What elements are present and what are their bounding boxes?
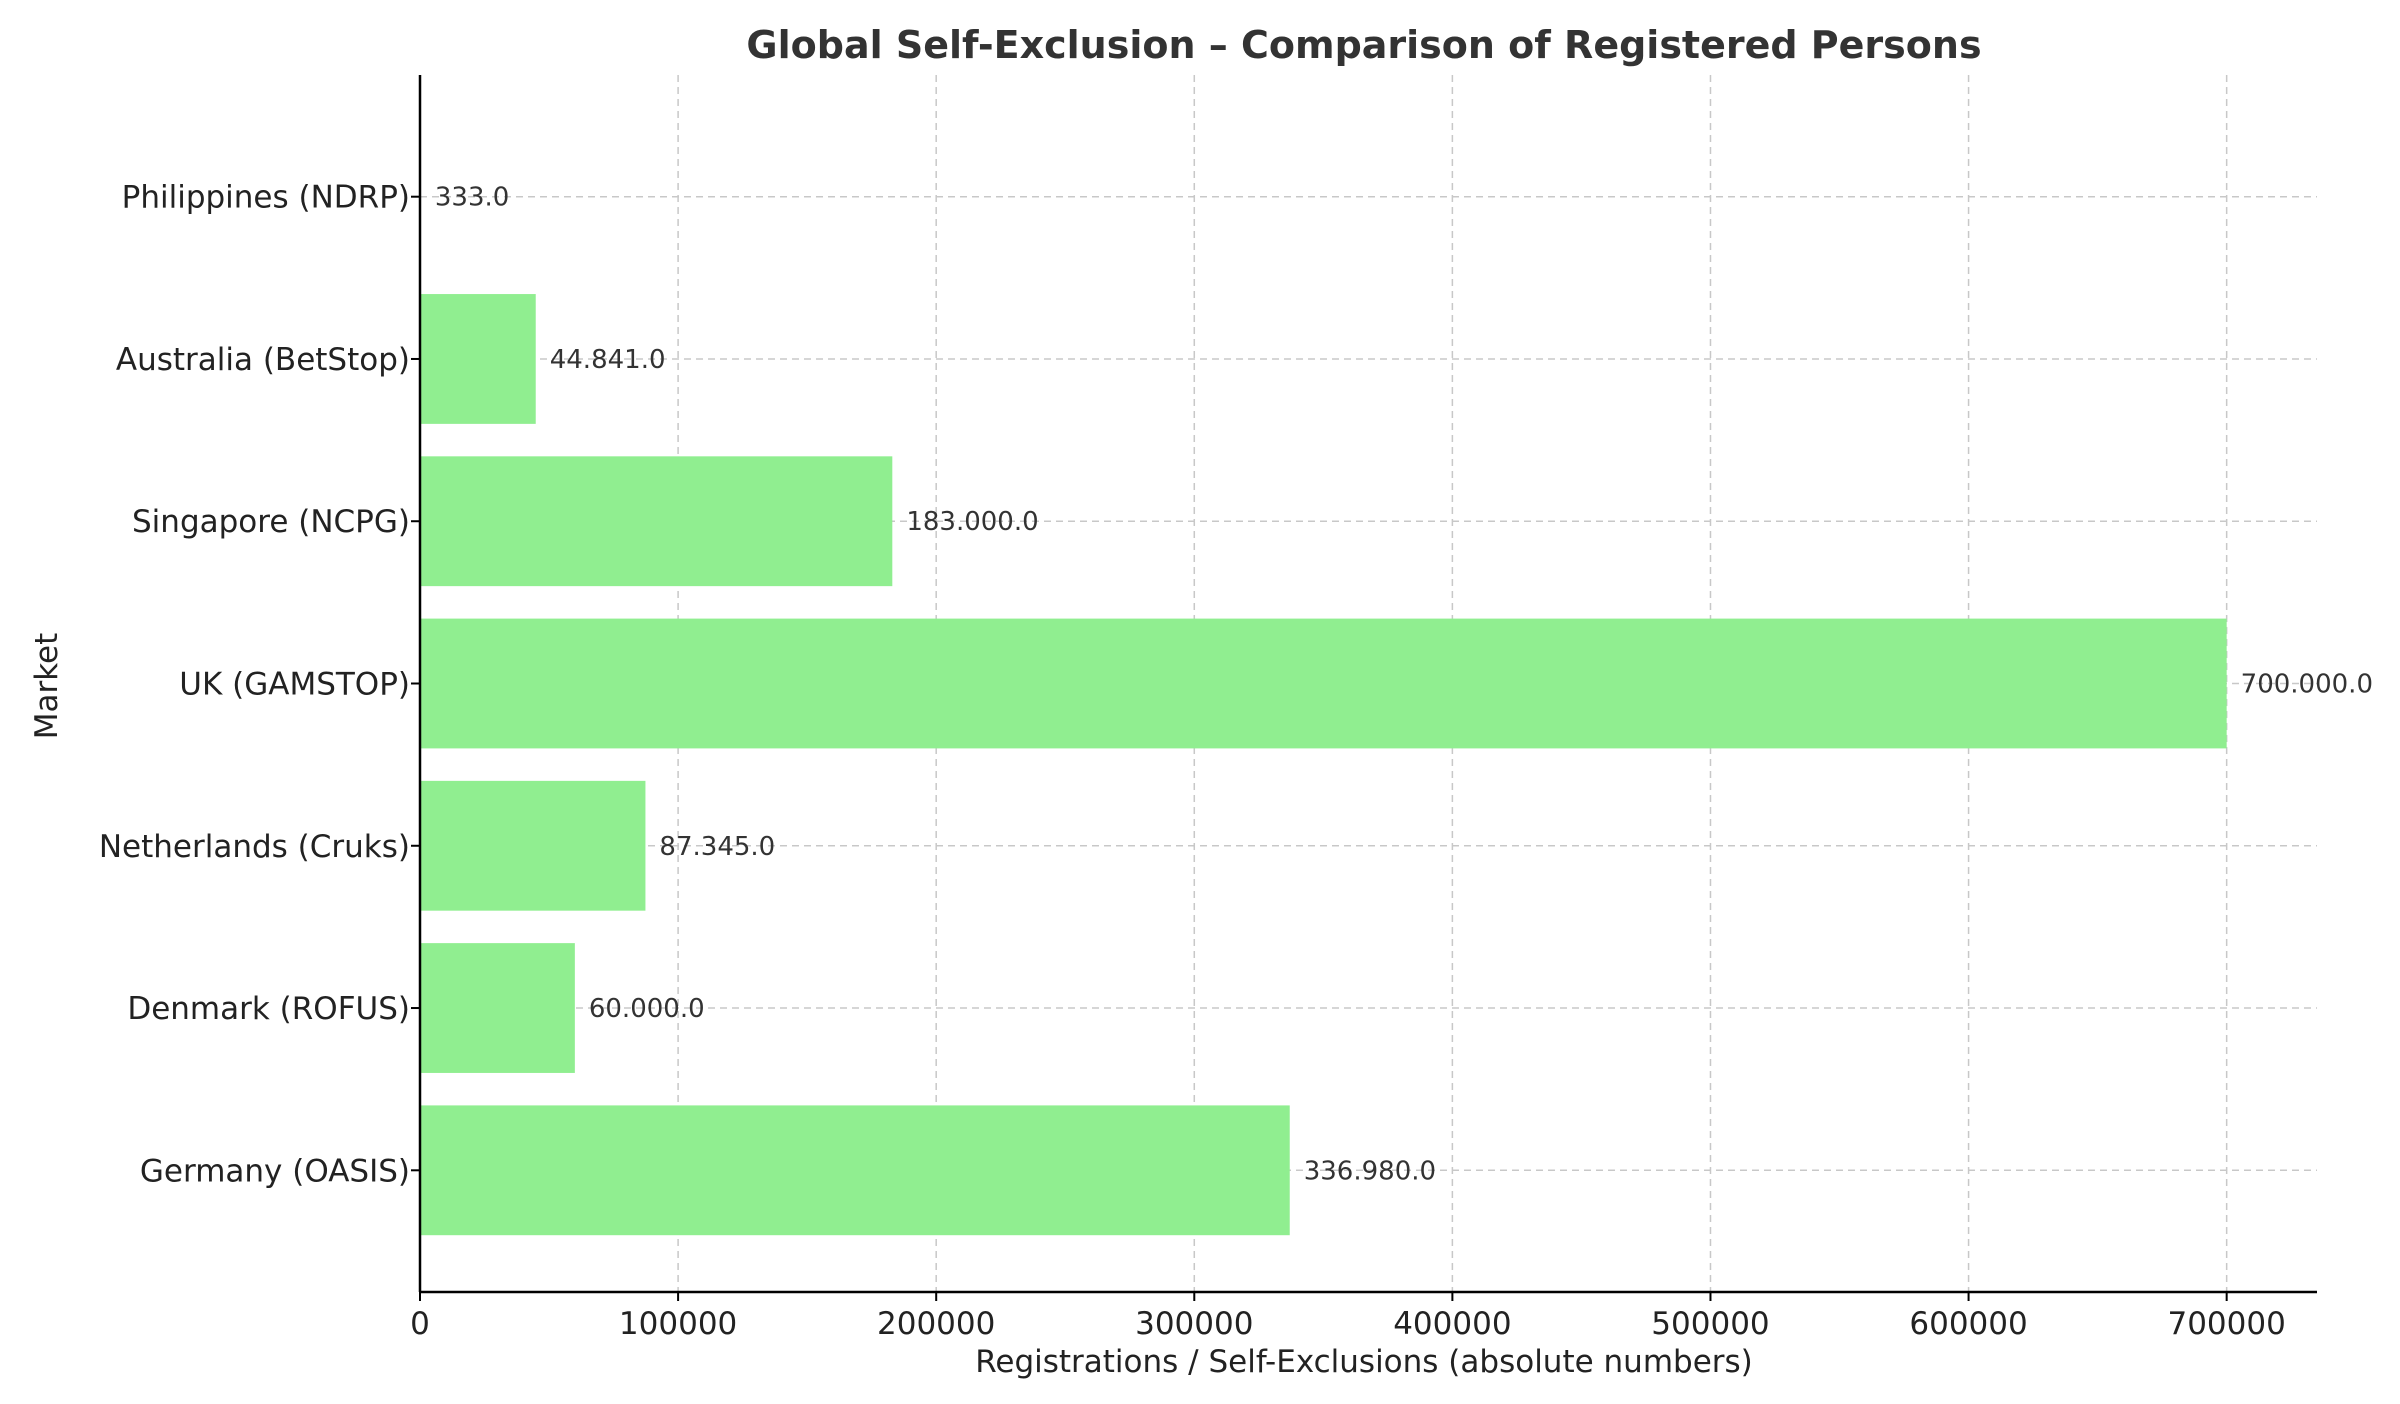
data-label: 333.0 [435,183,509,213]
data-label: 44.841.0 [550,345,666,375]
bar [420,618,2227,749]
x-tick-label: 200000 [877,1306,995,1342]
bars-layer [420,131,2227,1236]
data-label: 336.980.0 [1304,1156,1436,1186]
x-tick-label: 300000 [1135,1306,1253,1342]
y-tick-label: Australia (BetStop) [116,342,410,378]
bar [420,1105,1290,1236]
y-tick-label: Netherlands (Cruks) [99,829,410,865]
y-axis-title: Market [29,633,65,740]
y-tick-label: Denmark (ROFUS) [127,991,410,1027]
data-label: 183.000.0 [906,507,1038,537]
x-tick-label: 0 [410,1306,430,1342]
labels-layer: 0 100000 200000 300000 400000 500000 600000 700… [99,180,2373,1342]
bar [420,294,536,424]
data-label: 700.000.0 [2241,670,2373,700]
y-tick-label: Singapore (NCPG) [132,504,410,540]
bar [420,780,646,911]
x-axis-title: Registrations / Self-Exclusions (absolut… [975,1344,1753,1380]
data-label: 87.345.0 [659,832,775,862]
x-tick-label: 100000 [619,1306,737,1342]
bar [420,943,575,1073]
y-tick-label: Germany (OASIS) [140,1153,410,1189]
x-tick-label: 600000 [1909,1306,2027,1342]
axes-layer [411,75,2317,1301]
x-tick-label: 500000 [1651,1306,1769,1342]
bar [420,456,893,587]
x-tick-label: 400000 [1393,1306,1511,1342]
y-tick-label: Philippines (NDRP) [122,180,410,216]
chart-title: Global Self-Exclusion – Comparison of Re… [746,23,1981,67]
x-tick-label: 700000 [2167,1306,2285,1342]
y-tick-label: UK (GAMSTOP) [179,667,410,703]
data-label: 60.000.0 [589,994,705,1024]
